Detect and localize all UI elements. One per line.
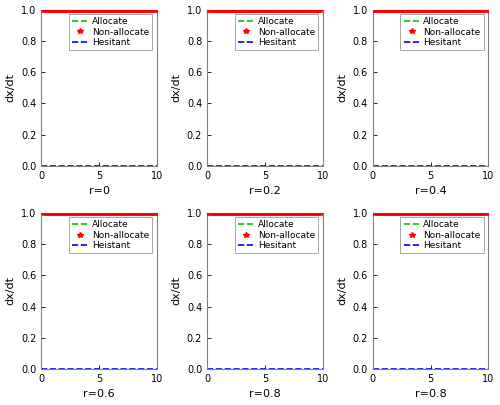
Y-axis label: dx/dt: dx/dt bbox=[6, 73, 16, 102]
Non-allocate bbox=[60, 7, 66, 12]
Legend: Allocate, Non-allocate, Hesitant: Allocate, Non-allocate, Hesitant bbox=[234, 14, 318, 50]
Non-allocate bbox=[69, 7, 75, 12]
Non-allocate bbox=[242, 210, 248, 215]
Line: Non-allocate: Non-allocate bbox=[372, 210, 489, 215]
Non-allocate bbox=[391, 7, 397, 12]
Non-allocate bbox=[372, 210, 378, 215]
Non-allocate bbox=[72, 210, 78, 215]
Non-allocate bbox=[483, 7, 489, 12]
Non-allocate bbox=[78, 210, 84, 215]
Y-axis label: dx/dt: dx/dt bbox=[337, 73, 347, 102]
Non-allocate bbox=[442, 210, 448, 215]
Non-allocate bbox=[244, 7, 250, 12]
Non-allocate bbox=[276, 210, 282, 215]
Legend: Allocate, Non-allocate, Hesitant: Allocate, Non-allocate, Hesitant bbox=[400, 14, 484, 50]
Non-allocate bbox=[110, 7, 116, 12]
Non-allocate bbox=[110, 210, 116, 215]
Non-allocate bbox=[408, 7, 414, 12]
Non-allocate bbox=[60, 210, 66, 215]
Non-allocate bbox=[152, 7, 158, 12]
Non-allocate bbox=[234, 7, 240, 12]
Non-allocate bbox=[152, 210, 158, 215]
Non-allocate bbox=[391, 210, 397, 215]
Y-axis label: dx/dt: dx/dt bbox=[337, 276, 347, 305]
Y-axis label: dx/dt: dx/dt bbox=[172, 276, 181, 305]
Non-allocate bbox=[206, 210, 212, 215]
Non-allocate bbox=[206, 7, 212, 12]
Y-axis label: dx/dt: dx/dt bbox=[6, 276, 16, 305]
Non-allocate bbox=[69, 210, 75, 215]
Non-allocate bbox=[372, 7, 378, 12]
Non-allocate bbox=[72, 7, 78, 12]
Line: Non-allocate: Non-allocate bbox=[206, 210, 323, 215]
Non-allocate bbox=[78, 7, 84, 12]
Legend: Allocate, Non-allocate, Hesitant: Allocate, Non-allocate, Hesitant bbox=[69, 14, 152, 50]
Y-axis label: dx/dt: dx/dt bbox=[172, 73, 181, 102]
Non-allocate bbox=[442, 7, 448, 12]
Non-allocate bbox=[40, 7, 46, 12]
X-axis label: r=0.4: r=0.4 bbox=[414, 186, 446, 196]
X-axis label: r=0.8: r=0.8 bbox=[414, 390, 446, 399]
Non-allocate bbox=[483, 210, 489, 215]
Non-allocate bbox=[404, 7, 410, 12]
Non-allocate bbox=[400, 7, 406, 12]
Line: Non-allocate: Non-allocate bbox=[372, 7, 489, 12]
Non-allocate bbox=[225, 7, 231, 12]
Legend: Allocate, Non-allocate, Heistant: Allocate, Non-allocate, Heistant bbox=[69, 217, 152, 253]
Non-allocate bbox=[76, 210, 82, 215]
Non-allocate bbox=[276, 7, 282, 12]
Non-allocate bbox=[408, 210, 414, 215]
Non-allocate bbox=[242, 7, 248, 12]
Non-allocate bbox=[244, 210, 250, 215]
Non-allocate bbox=[318, 7, 324, 12]
Non-allocate bbox=[238, 7, 244, 12]
X-axis label: r=0.8: r=0.8 bbox=[249, 390, 280, 399]
Non-allocate bbox=[400, 210, 406, 215]
Non-allocate bbox=[410, 7, 416, 12]
Legend: Allocate, Non-allocate, Hesitant: Allocate, Non-allocate, Hesitant bbox=[400, 217, 484, 253]
Non-allocate bbox=[404, 210, 410, 215]
X-axis label: r=0: r=0 bbox=[88, 186, 110, 196]
Non-allocate bbox=[76, 7, 82, 12]
X-axis label: r=0.6: r=0.6 bbox=[84, 390, 115, 399]
Non-allocate bbox=[318, 210, 324, 215]
X-axis label: r=0.2: r=0.2 bbox=[249, 186, 280, 196]
Legend: Allocate, Non-allocate, Hesitant: Allocate, Non-allocate, Hesitant bbox=[234, 217, 318, 253]
Non-allocate bbox=[238, 210, 244, 215]
Non-allocate bbox=[40, 210, 46, 215]
Non-allocate bbox=[410, 210, 416, 215]
Line: Non-allocate: Non-allocate bbox=[41, 7, 158, 12]
Line: Non-allocate: Non-allocate bbox=[41, 210, 158, 215]
Non-allocate bbox=[234, 210, 240, 215]
Line: Non-allocate: Non-allocate bbox=[206, 7, 323, 12]
Non-allocate bbox=[225, 210, 231, 215]
